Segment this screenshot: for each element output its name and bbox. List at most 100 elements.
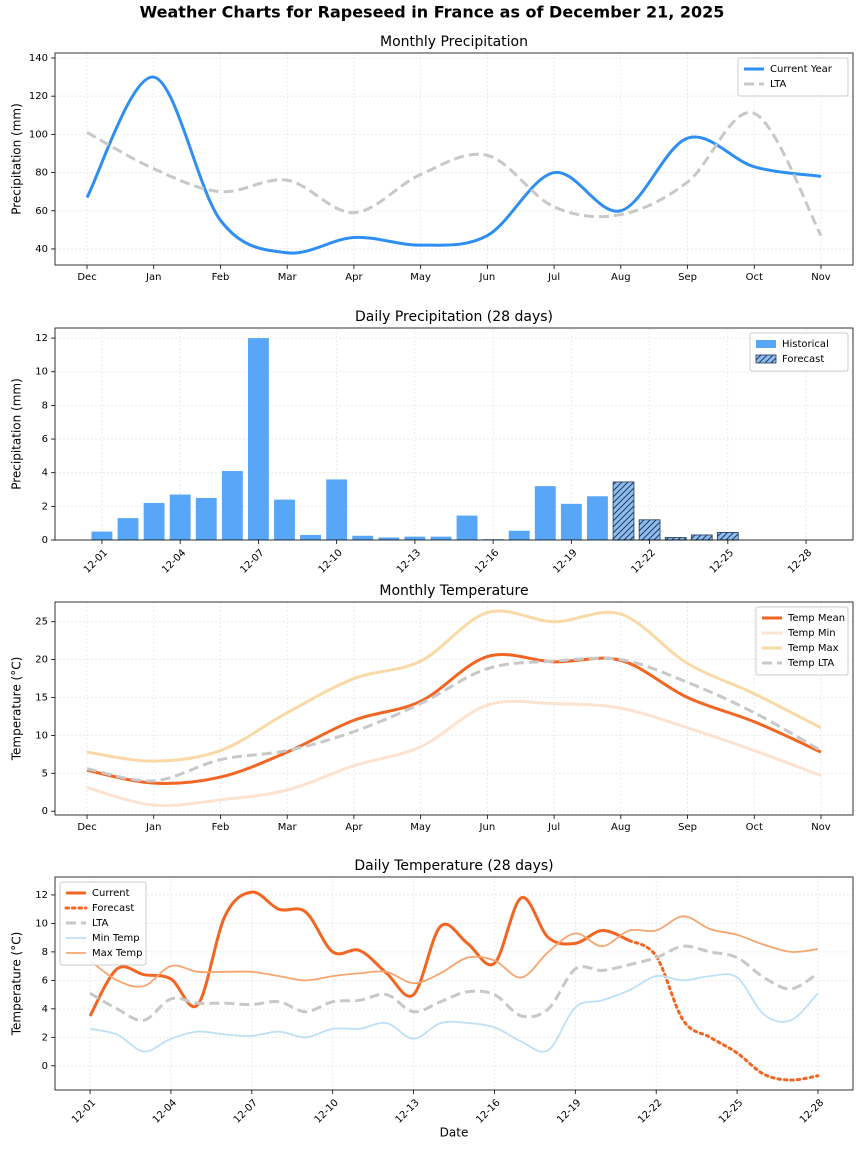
- x-tick-label: Jul: [547, 822, 560, 833]
- y-axis-label: Temperature (°C): [10, 657, 24, 762]
- y-tick-label: 25: [35, 617, 48, 628]
- line: [89, 944, 819, 1022]
- y-tick-label: 4: [42, 1004, 48, 1015]
- x-tick-label: Dec: [77, 272, 96, 283]
- x-tick-label: Jan: [145, 822, 161, 833]
- x-tick-label: Apr: [345, 272, 363, 283]
- axes-frame: [54, 327, 854, 541]
- legend: Current Year LTA: [737, 57, 849, 97]
- legend-swatch: [756, 340, 776, 348]
- y-axis-label: Temperature (°C): [10, 932, 24, 1037]
- legend-label: LTA: [770, 79, 787, 90]
- legend-label: Max Temp: [92, 948, 143, 959]
- x-tick-label: Feb: [212, 272, 230, 283]
- x-tick-label: Feb: [212, 822, 230, 833]
- bar: [378, 537, 400, 540]
- legend: Historical Forecast: [749, 332, 849, 372]
- y-tick-label: 12: [35, 890, 48, 901]
- line: [86, 656, 822, 783]
- x-tick-label: Nov: [811, 272, 831, 283]
- x-tick-label: Sep: [678, 272, 697, 283]
- x-tick-label: Jun: [479, 272, 496, 283]
- y-tick-label: 120: [29, 91, 48, 102]
- bar: [430, 536, 452, 540]
- x-tick-label: May: [410, 822, 431, 833]
- bar: [274, 499, 295, 540]
- y-tick-label: 0: [42, 1061, 48, 1072]
- bar: [612, 481, 635, 541]
- legend: Temp Mean Temp Min Temp Max Temp LTA: [755, 606, 849, 676]
- bar: [91, 531, 113, 540]
- y-axis-label: Precipitation (mm): [10, 103, 24, 215]
- legend-label: Temp Max: [787, 643, 839, 654]
- y-tick-label: 0: [42, 535, 48, 546]
- line: [86, 111, 823, 237]
- y-tick-label: 140: [29, 53, 48, 64]
- line: [86, 653, 822, 785]
- legend-box: [59, 881, 147, 966]
- bar: [534, 486, 556, 540]
- x-tick-label: Jun: [479, 822, 496, 833]
- bar: [716, 532, 739, 541]
- x-axis-label: Date: [440, 1126, 469, 1140]
- bar: [169, 494, 191, 540]
- bar: [482, 539, 504, 540]
- y-tick-label: 10: [35, 367, 48, 378]
- x-tick-label: Jan: [145, 272, 161, 283]
- legend-box: [737, 57, 849, 97]
- x-tick-label: Jul: [547, 272, 560, 283]
- axes-frame: [54, 876, 854, 1091]
- chart-title: Daily Temperature (28 days): [354, 858, 553, 874]
- bar: [587, 496, 608, 540]
- bar: [300, 534, 321, 540]
- line: [85, 75, 822, 255]
- bar: [221, 471, 243, 540]
- legend-label: Temp LTA: [787, 658, 834, 669]
- legend-label: Temp Mean: [787, 613, 845, 624]
- chart-title: Monthly Precipitation: [380, 34, 528, 50]
- axes-frame: [54, 601, 854, 816]
- legend-label: Forecast: [92, 903, 134, 914]
- legend-label: LTA: [92, 918, 109, 929]
- y-tick-label: 80: [35, 168, 48, 179]
- bar: [456, 515, 478, 540]
- panel: Monthly Precipitation Precipitation (mm) 4…: [10, 34, 854, 283]
- legend-label: Historical: [782, 339, 829, 350]
- bar: [326, 479, 348, 540]
- chart-title: Daily Precipitation (28 days): [355, 309, 553, 325]
- y-tick-label: 6: [42, 975, 48, 986]
- y-tick-label: 8: [42, 400, 48, 411]
- bar: [690, 534, 713, 541]
- x-tick-label: Nov: [811, 822, 831, 833]
- bar: [247, 338, 269, 540]
- bar: [560, 503, 582, 540]
- y-tick-label: 12: [35, 333, 48, 344]
- line: [89, 973, 819, 1053]
- legend-label: Temp Min: [787, 628, 836, 639]
- legend-box: [755, 606, 849, 676]
- legend-swatch: [755, 354, 777, 364]
- y-tick-label: 2: [42, 501, 48, 512]
- x-tick-label: May: [410, 272, 431, 283]
- y-tick-label: 15: [35, 693, 48, 704]
- axes-frame: [54, 52, 854, 266]
- legend-label: Forecast: [782, 354, 824, 365]
- y-tick-label: 0: [42, 806, 48, 817]
- bar: [508, 530, 530, 540]
- legend-label: Current Year: [770, 64, 833, 75]
- line: [89, 915, 819, 988]
- line: [88, 890, 630, 1017]
- line: [86, 609, 822, 763]
- bar: [352, 535, 374, 540]
- legend-label: Current: [92, 888, 130, 899]
- y-tick-label: 100: [29, 129, 48, 140]
- y-tick-label: 10: [35, 918, 48, 929]
- y-tick-label: 40: [35, 244, 48, 255]
- figure-title: Weather Charts for Rapeseed in France as…: [140, 3, 725, 22]
- bar: [117, 518, 139, 540]
- x-tick-label: Dec: [77, 822, 96, 833]
- chart-title: Monthly Temperature: [379, 583, 528, 599]
- line: [627, 939, 820, 1082]
- bar: [638, 519, 661, 541]
